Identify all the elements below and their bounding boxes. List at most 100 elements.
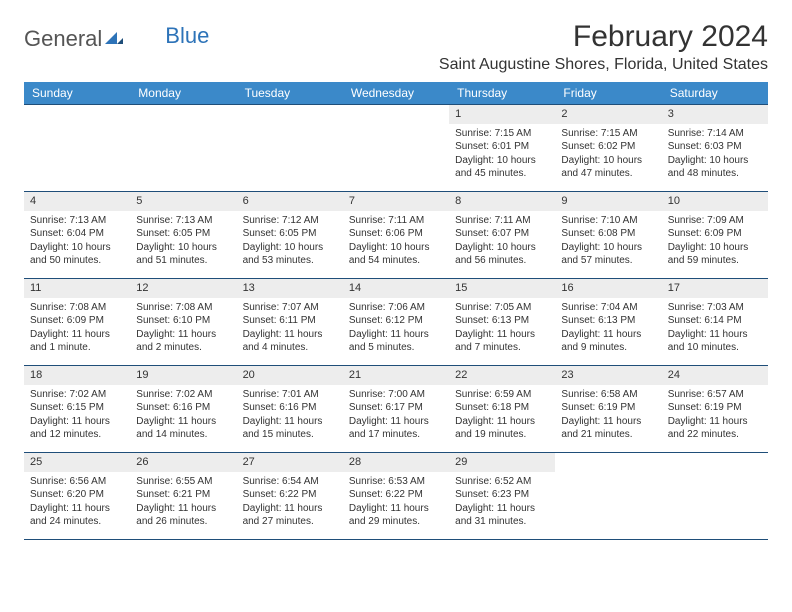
daylight-line: Daylight: 11 hours and 10 minutes. <box>668 328 762 355</box>
day-number <box>24 105 130 124</box>
day-number: 29 <box>449 453 555 472</box>
sunset-line: Sunset: 6:18 PM <box>455 401 549 415</box>
calendar-cell: 23Sunrise: 6:58 AMSunset: 6:19 PMDayligh… <box>555 366 661 452</box>
daylight-line: Daylight: 10 hours and 57 minutes. <box>561 241 655 268</box>
calendar-cell: 12Sunrise: 7:08 AMSunset: 6:10 PMDayligh… <box>130 279 236 365</box>
calendar-cell: 8Sunrise: 7:11 AMSunset: 6:07 PMDaylight… <box>449 192 555 278</box>
sunrise-line: Sunrise: 6:54 AM <box>243 475 337 489</box>
day-number: 24 <box>662 366 768 385</box>
day-header: Tuesday <box>237 82 343 104</box>
calendar-cell: 17Sunrise: 7:03 AMSunset: 6:14 PMDayligh… <box>662 279 768 365</box>
day-number: 10 <box>662 192 768 211</box>
sunrise-line: Sunrise: 7:12 AM <box>243 214 337 228</box>
daylight-line: Daylight: 10 hours and 50 minutes. <box>30 241 124 268</box>
calendar-cell: 25Sunrise: 6:56 AMSunset: 6:20 PMDayligh… <box>24 453 130 539</box>
day-number: 22 <box>449 366 555 385</box>
sunset-line: Sunset: 6:05 PM <box>136 227 230 241</box>
sunrise-line: Sunrise: 7:06 AM <box>349 301 443 315</box>
sunset-line: Sunset: 6:09 PM <box>30 314 124 328</box>
sunset-line: Sunset: 6:02 PM <box>561 140 655 154</box>
sunset-line: Sunset: 6:16 PM <box>243 401 337 415</box>
cell-body: Sunrise: 7:03 AMSunset: 6:14 PMDaylight:… <box>662 298 768 361</box>
day-number: 23 <box>555 366 661 385</box>
day-number: 2 <box>555 105 661 124</box>
cell-body: Sunrise: 6:54 AMSunset: 6:22 PMDaylight:… <box>237 472 343 535</box>
calendar-cell: 6Sunrise: 7:12 AMSunset: 6:05 PMDaylight… <box>237 192 343 278</box>
sunrise-line: Sunrise: 7:05 AM <box>455 301 549 315</box>
calendar-cell: 15Sunrise: 7:05 AMSunset: 6:13 PMDayligh… <box>449 279 555 365</box>
day-number: 27 <box>237 453 343 472</box>
daylight-line: Daylight: 11 hours and 17 minutes. <box>349 415 443 442</box>
day-number <box>237 105 343 124</box>
cell-body: Sunrise: 6:58 AMSunset: 6:19 PMDaylight:… <box>555 385 661 448</box>
sunset-line: Sunset: 6:04 PM <box>30 227 124 241</box>
sunrise-line: Sunrise: 6:58 AM <box>561 388 655 402</box>
calendar-cell: 5Sunrise: 7:13 AMSunset: 6:05 PMDaylight… <box>130 192 236 278</box>
daylight-line: Daylight: 11 hours and 5 minutes. <box>349 328 443 355</box>
cell-body: Sunrise: 7:05 AMSunset: 6:13 PMDaylight:… <box>449 298 555 361</box>
sunrise-line: Sunrise: 7:08 AM <box>30 301 124 315</box>
logo-triangle-icon <box>105 26 125 52</box>
daylight-line: Daylight: 11 hours and 27 minutes. <box>243 502 337 529</box>
sunset-line: Sunset: 6:05 PM <box>243 227 337 241</box>
day-number: 17 <box>662 279 768 298</box>
sunset-line: Sunset: 6:11 PM <box>243 314 337 328</box>
day-number: 13 <box>237 279 343 298</box>
calendar-cell-empty <box>662 453 768 539</box>
daylight-line: Daylight: 11 hours and 9 minutes. <box>561 328 655 355</box>
sunrise-line: Sunrise: 7:02 AM <box>30 388 124 402</box>
sunset-line: Sunset: 6:10 PM <box>136 314 230 328</box>
calendar-cell-empty <box>555 453 661 539</box>
daylight-line: Daylight: 11 hours and 31 minutes. <box>455 502 549 529</box>
sunset-line: Sunset: 6:22 PM <box>243 488 337 502</box>
sunset-line: Sunset: 6:15 PM <box>30 401 124 415</box>
cell-body: Sunrise: 6:52 AMSunset: 6:23 PMDaylight:… <box>449 472 555 535</box>
calendar-week: 11Sunrise: 7:08 AMSunset: 6:09 PMDayligh… <box>24 278 768 365</box>
sunrise-line: Sunrise: 7:14 AM <box>668 127 762 141</box>
sunset-line: Sunset: 6:12 PM <box>349 314 443 328</box>
day-number: 20 <box>237 366 343 385</box>
sunset-line: Sunset: 6:14 PM <box>668 314 762 328</box>
day-number: 14 <box>343 279 449 298</box>
calendar-cell: 20Sunrise: 7:01 AMSunset: 6:16 PMDayligh… <box>237 366 343 452</box>
cell-body: Sunrise: 7:13 AMSunset: 6:05 PMDaylight:… <box>130 211 236 274</box>
sunset-line: Sunset: 6:22 PM <box>349 488 443 502</box>
day-number: 9 <box>555 192 661 211</box>
sunrise-line: Sunrise: 7:13 AM <box>30 214 124 228</box>
calendar-cell-empty <box>237 105 343 191</box>
sunrise-line: Sunrise: 7:09 AM <box>668 214 762 228</box>
sunrise-line: Sunrise: 6:56 AM <box>30 475 124 489</box>
cell-body: Sunrise: 7:13 AMSunset: 6:04 PMDaylight:… <box>24 211 130 274</box>
day-number: 15 <box>449 279 555 298</box>
calendar: SundayMondayTuesdayWednesdayThursdayFrid… <box>24 82 768 540</box>
calendar-cell: 18Sunrise: 7:02 AMSunset: 6:15 PMDayligh… <box>24 366 130 452</box>
calendar-cell: 24Sunrise: 6:57 AMSunset: 6:19 PMDayligh… <box>662 366 768 452</box>
daylight-line: Daylight: 10 hours and 59 minutes. <box>668 241 762 268</box>
daylight-line: Daylight: 11 hours and 12 minutes. <box>30 415 124 442</box>
sunrise-line: Sunrise: 7:07 AM <box>243 301 337 315</box>
day-header: Monday <box>130 82 236 104</box>
sunset-line: Sunset: 6:13 PM <box>561 314 655 328</box>
cell-body: Sunrise: 7:01 AMSunset: 6:16 PMDaylight:… <box>237 385 343 448</box>
sunset-line: Sunset: 6:09 PM <box>668 227 762 241</box>
daylight-line: Daylight: 10 hours and 48 minutes. <box>668 154 762 181</box>
sunset-line: Sunset: 6:16 PM <box>136 401 230 415</box>
calendar-week: 18Sunrise: 7:02 AMSunset: 6:15 PMDayligh… <box>24 365 768 452</box>
daylight-line: Daylight: 10 hours and 51 minutes. <box>136 241 230 268</box>
day-number: 4 <box>24 192 130 211</box>
calendar-cell: 28Sunrise: 6:53 AMSunset: 6:22 PMDayligh… <box>343 453 449 539</box>
day-header: Sunday <box>24 82 130 104</box>
cell-body: Sunrise: 7:08 AMSunset: 6:09 PMDaylight:… <box>24 298 130 361</box>
day-number: 3 <box>662 105 768 124</box>
calendar-cell: 1Sunrise: 7:15 AMSunset: 6:01 PMDaylight… <box>449 105 555 191</box>
sunrise-line: Sunrise: 7:00 AM <box>349 388 443 402</box>
day-number: 6 <box>237 192 343 211</box>
day-number <box>343 105 449 124</box>
cell-body: Sunrise: 6:57 AMSunset: 6:19 PMDaylight:… <box>662 385 768 448</box>
logo: General Blue <box>24 20 209 52</box>
cell-body: Sunrise: 7:02 AMSunset: 6:15 PMDaylight:… <box>24 385 130 448</box>
cell-body: Sunrise: 6:56 AMSunset: 6:20 PMDaylight:… <box>24 472 130 535</box>
daylight-line: Daylight: 11 hours and 14 minutes. <box>136 415 230 442</box>
sunrise-line: Sunrise: 7:04 AM <box>561 301 655 315</box>
calendar-cell: 19Sunrise: 7:02 AMSunset: 6:16 PMDayligh… <box>130 366 236 452</box>
